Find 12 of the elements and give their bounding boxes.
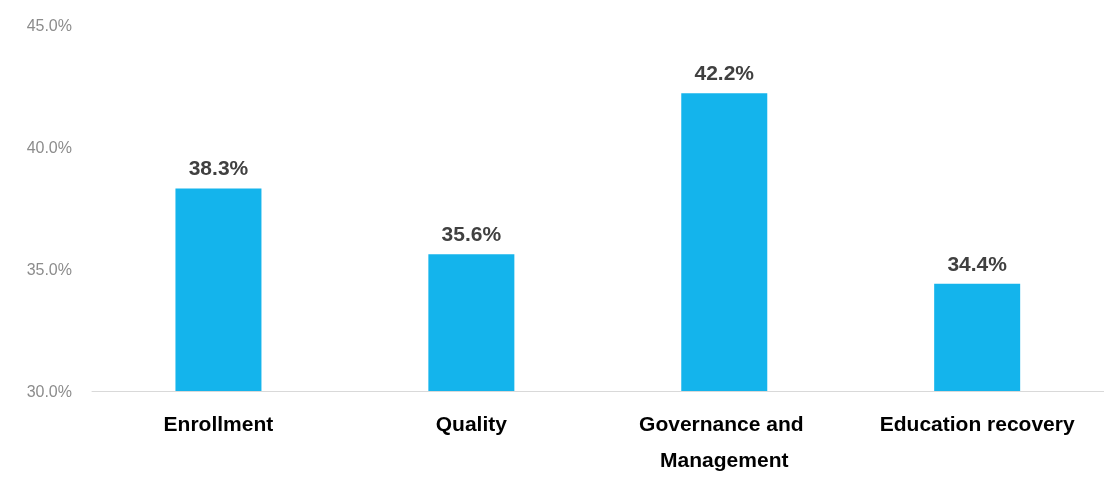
y-tick-label: 45.0% <box>26 16 72 34</box>
data-label: 34.4% <box>947 251 1008 275</box>
x-tick-label: Quality <box>435 411 508 435</box>
x-tick-label: Governance and Management <box>639 411 810 471</box>
data-label: 42.2% <box>694 61 755 85</box>
y-tick-label: 40.0% <box>26 138 72 156</box>
y-tick-label: 30.0% <box>26 382 72 400</box>
data-label: 38.3% <box>188 156 249 180</box>
x-tick-label: Education recovery <box>879 411 1075 435</box>
data-label: 35.6% <box>441 222 502 246</box>
x-tick-label: Enrollment <box>163 411 274 435</box>
y-tick-label: 35.0% <box>26 260 72 278</box>
